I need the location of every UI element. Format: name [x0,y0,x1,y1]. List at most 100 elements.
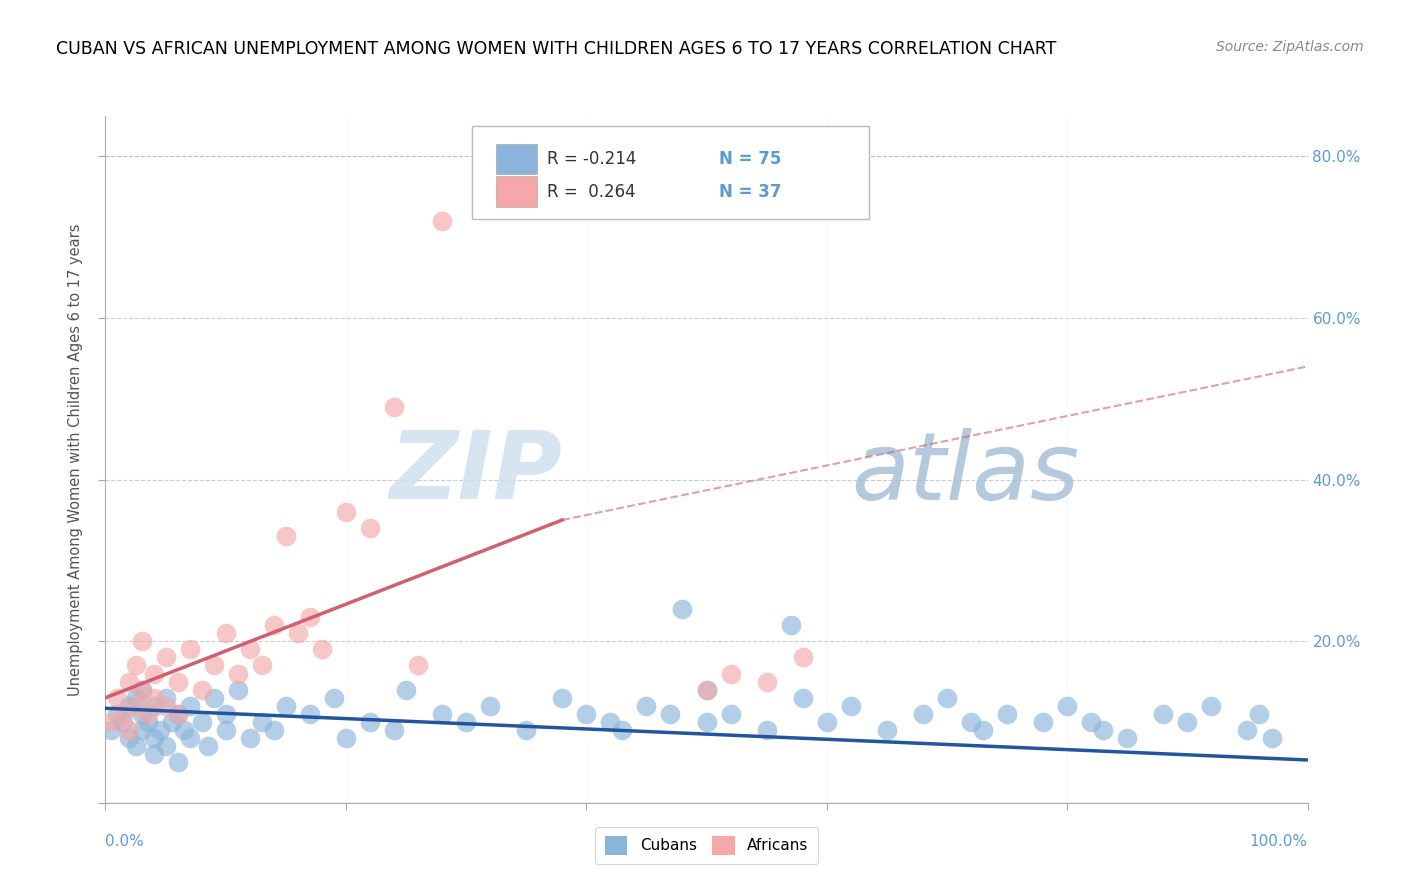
Point [1092,723,1115,737]
Point [406,658,429,673]
Point [214,723,236,737]
Point [395,682,418,697]
Point [1152,706,1174,721]
Point [100,714,122,729]
Text: atlas: atlas [851,427,1078,518]
Point [226,666,249,681]
Point [575,706,598,721]
Point [1116,731,1139,746]
Point [118,698,141,713]
Point [179,642,201,657]
Point [359,521,381,535]
Text: R = -0.214: R = -0.214 [547,150,636,169]
Point [250,658,273,673]
Point [148,723,170,737]
Point [155,690,177,705]
Point [131,706,153,721]
Point [515,723,537,737]
Point [118,731,141,746]
Point [214,626,236,640]
FancyBboxPatch shape [496,177,537,207]
Point [118,674,141,689]
Point [1260,731,1282,746]
Point [755,674,778,689]
Point [696,714,718,729]
Point [173,723,195,737]
Point [599,714,621,729]
Point [142,698,165,713]
Point [335,505,357,519]
Point [263,723,285,737]
Point [179,731,201,746]
Point [671,602,693,616]
Point [142,666,165,681]
Point [311,642,333,657]
Point [1032,714,1054,729]
Point [131,723,153,737]
Point [214,706,236,721]
Point [155,698,177,713]
Point [274,529,297,543]
Point [124,698,146,713]
Text: N = 75: N = 75 [718,150,780,169]
Point [239,642,262,657]
Point [1236,723,1258,737]
Point [792,650,814,665]
Point [112,706,135,721]
Point [696,682,718,697]
Text: CUBAN VS AFRICAN UNEMPLOYMENT AMONG WOMEN WITH CHILDREN AGES 6 TO 17 YEARS CORRE: CUBAN VS AFRICAN UNEMPLOYMENT AMONG WOME… [56,40,1057,58]
Point [142,690,165,705]
Point [1080,714,1102,729]
Point [124,690,146,705]
Point [359,714,381,729]
Point [160,714,183,729]
Point [430,214,453,228]
Point [335,731,357,746]
Point [190,714,212,729]
Point [107,690,129,705]
Point [131,682,153,697]
Point [696,682,718,697]
Point [551,690,574,705]
Point [166,674,188,689]
Point [972,723,994,737]
Point [190,682,212,697]
Point [155,650,177,665]
Point [166,706,188,721]
Point [298,610,321,624]
Point [197,739,219,754]
Point [839,698,862,713]
Point [322,690,344,705]
Point [118,723,141,737]
Point [131,634,153,648]
Text: R =  0.264: R = 0.264 [547,183,636,201]
Point [166,706,188,721]
Point [274,698,297,713]
Point [876,723,898,737]
Point [263,618,285,632]
Text: 0.0%: 0.0% [105,834,145,848]
Point [136,706,159,721]
FancyBboxPatch shape [496,145,537,174]
Point [779,618,801,632]
Point [1201,698,1223,713]
Point [755,723,778,737]
Point [202,690,225,705]
Point [287,626,309,640]
Point [612,723,634,737]
Point [995,706,1018,721]
Point [960,714,983,729]
Point [112,714,135,729]
Point [792,690,814,705]
Y-axis label: Unemployment Among Women with Children Ages 6 to 17 years: Unemployment Among Women with Children A… [67,223,83,696]
Point [100,723,122,737]
Point [239,731,262,746]
Point [382,723,405,737]
Point [479,698,502,713]
Point [1249,706,1271,721]
Text: 100.0%: 100.0% [1250,834,1308,848]
Point [107,706,129,721]
Point [250,714,273,729]
Point [636,698,658,713]
Point [720,706,742,721]
